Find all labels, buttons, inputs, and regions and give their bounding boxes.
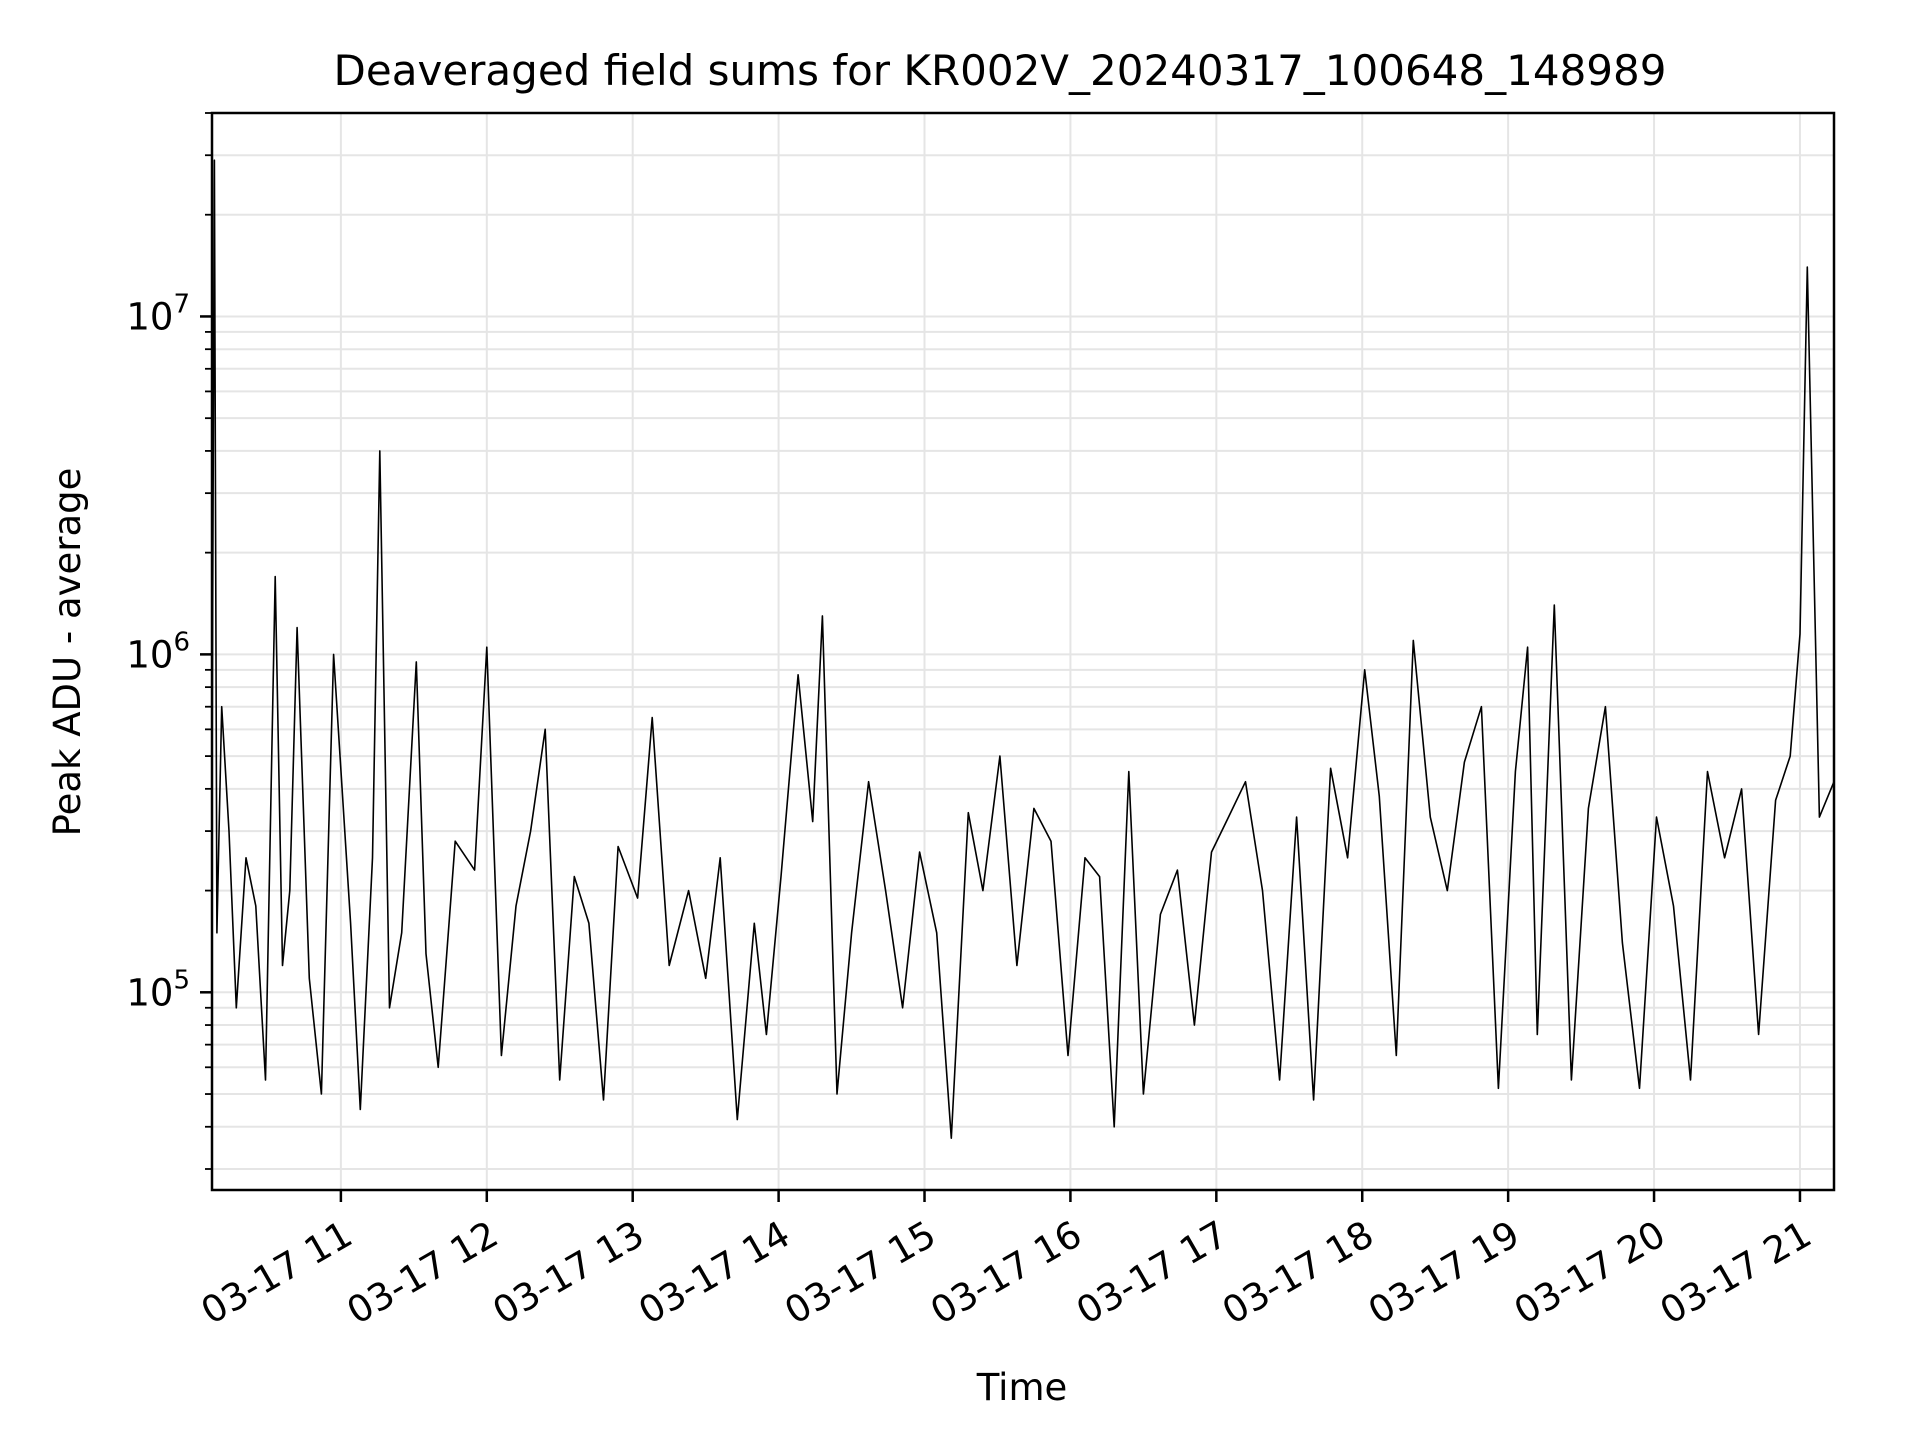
y-tick-label: 107 [126,289,190,338]
series-line [211,159,1835,1139]
grid [212,112,1834,1190]
chart-title: Deaveraged field sums for KR002V_2024031… [334,46,1667,95]
y-tick-label: 105 [126,965,190,1014]
plot-frame [210,111,1836,1192]
x-axis-label: Time [976,1366,1068,1409]
y-axis-label: Peak ADU - average [46,468,89,837]
y-tick-label: 106 [126,627,190,676]
series-group [211,159,1835,1139]
